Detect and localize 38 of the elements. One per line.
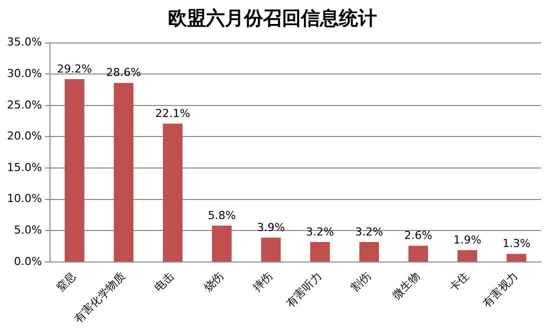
x-tick-label: 窒息 (54, 270, 79, 294)
bar (114, 82, 134, 262)
bar (310, 242, 330, 262)
data-label: 29.2% (57, 62, 92, 76)
data-label: 3.2% (355, 225, 384, 238)
y-tick-label: 15.0% (6, 160, 42, 174)
x-tick-label: 摔伤 (250, 270, 276, 294)
bar (212, 226, 232, 262)
bar (359, 242, 379, 262)
bar (162, 124, 183, 262)
bar (261, 238, 281, 262)
x-tick-label: 烧伤 (201, 270, 226, 294)
bar (64, 79, 84, 262)
y-tick-label: 10.0% (6, 192, 42, 206)
data-label: 3.9% (256, 220, 285, 234)
y-tick-label: 30.0% (6, 66, 42, 80)
data-label: 1.9% (453, 233, 482, 246)
bar (408, 246, 428, 262)
bar (506, 254, 526, 262)
data-label: 2.6% (404, 229, 432, 242)
data-label: 5.8% (208, 209, 236, 222)
x-tick-label: 电击 (152, 270, 177, 294)
bar (458, 250, 478, 262)
chart-title: 欧盟六月份召回信息统计 (168, 7, 377, 30)
y-tick-label: 0.0% (14, 254, 42, 268)
data-label: 3.2% (306, 225, 334, 238)
y-tick-label: 35.0% (6, 36, 42, 49)
y-tick-label: 25.0% (6, 98, 42, 112)
data-label: 22.1% (155, 106, 190, 120)
x-tick-label: 有害听力 (284, 270, 324, 310)
x-tick-label: 有害视力 (480, 270, 521, 310)
data-label: 28.6% (106, 66, 142, 80)
x-tick-label: 卡住 (446, 270, 472, 294)
x-tick-label: 割伤 (348, 270, 374, 294)
data-label: 1.3% (502, 237, 530, 250)
x-tick-label: 微生物 (390, 270, 422, 302)
y-tick-label: 5.0% (14, 224, 42, 237)
y-tick-label: 20.0% (6, 130, 42, 143)
